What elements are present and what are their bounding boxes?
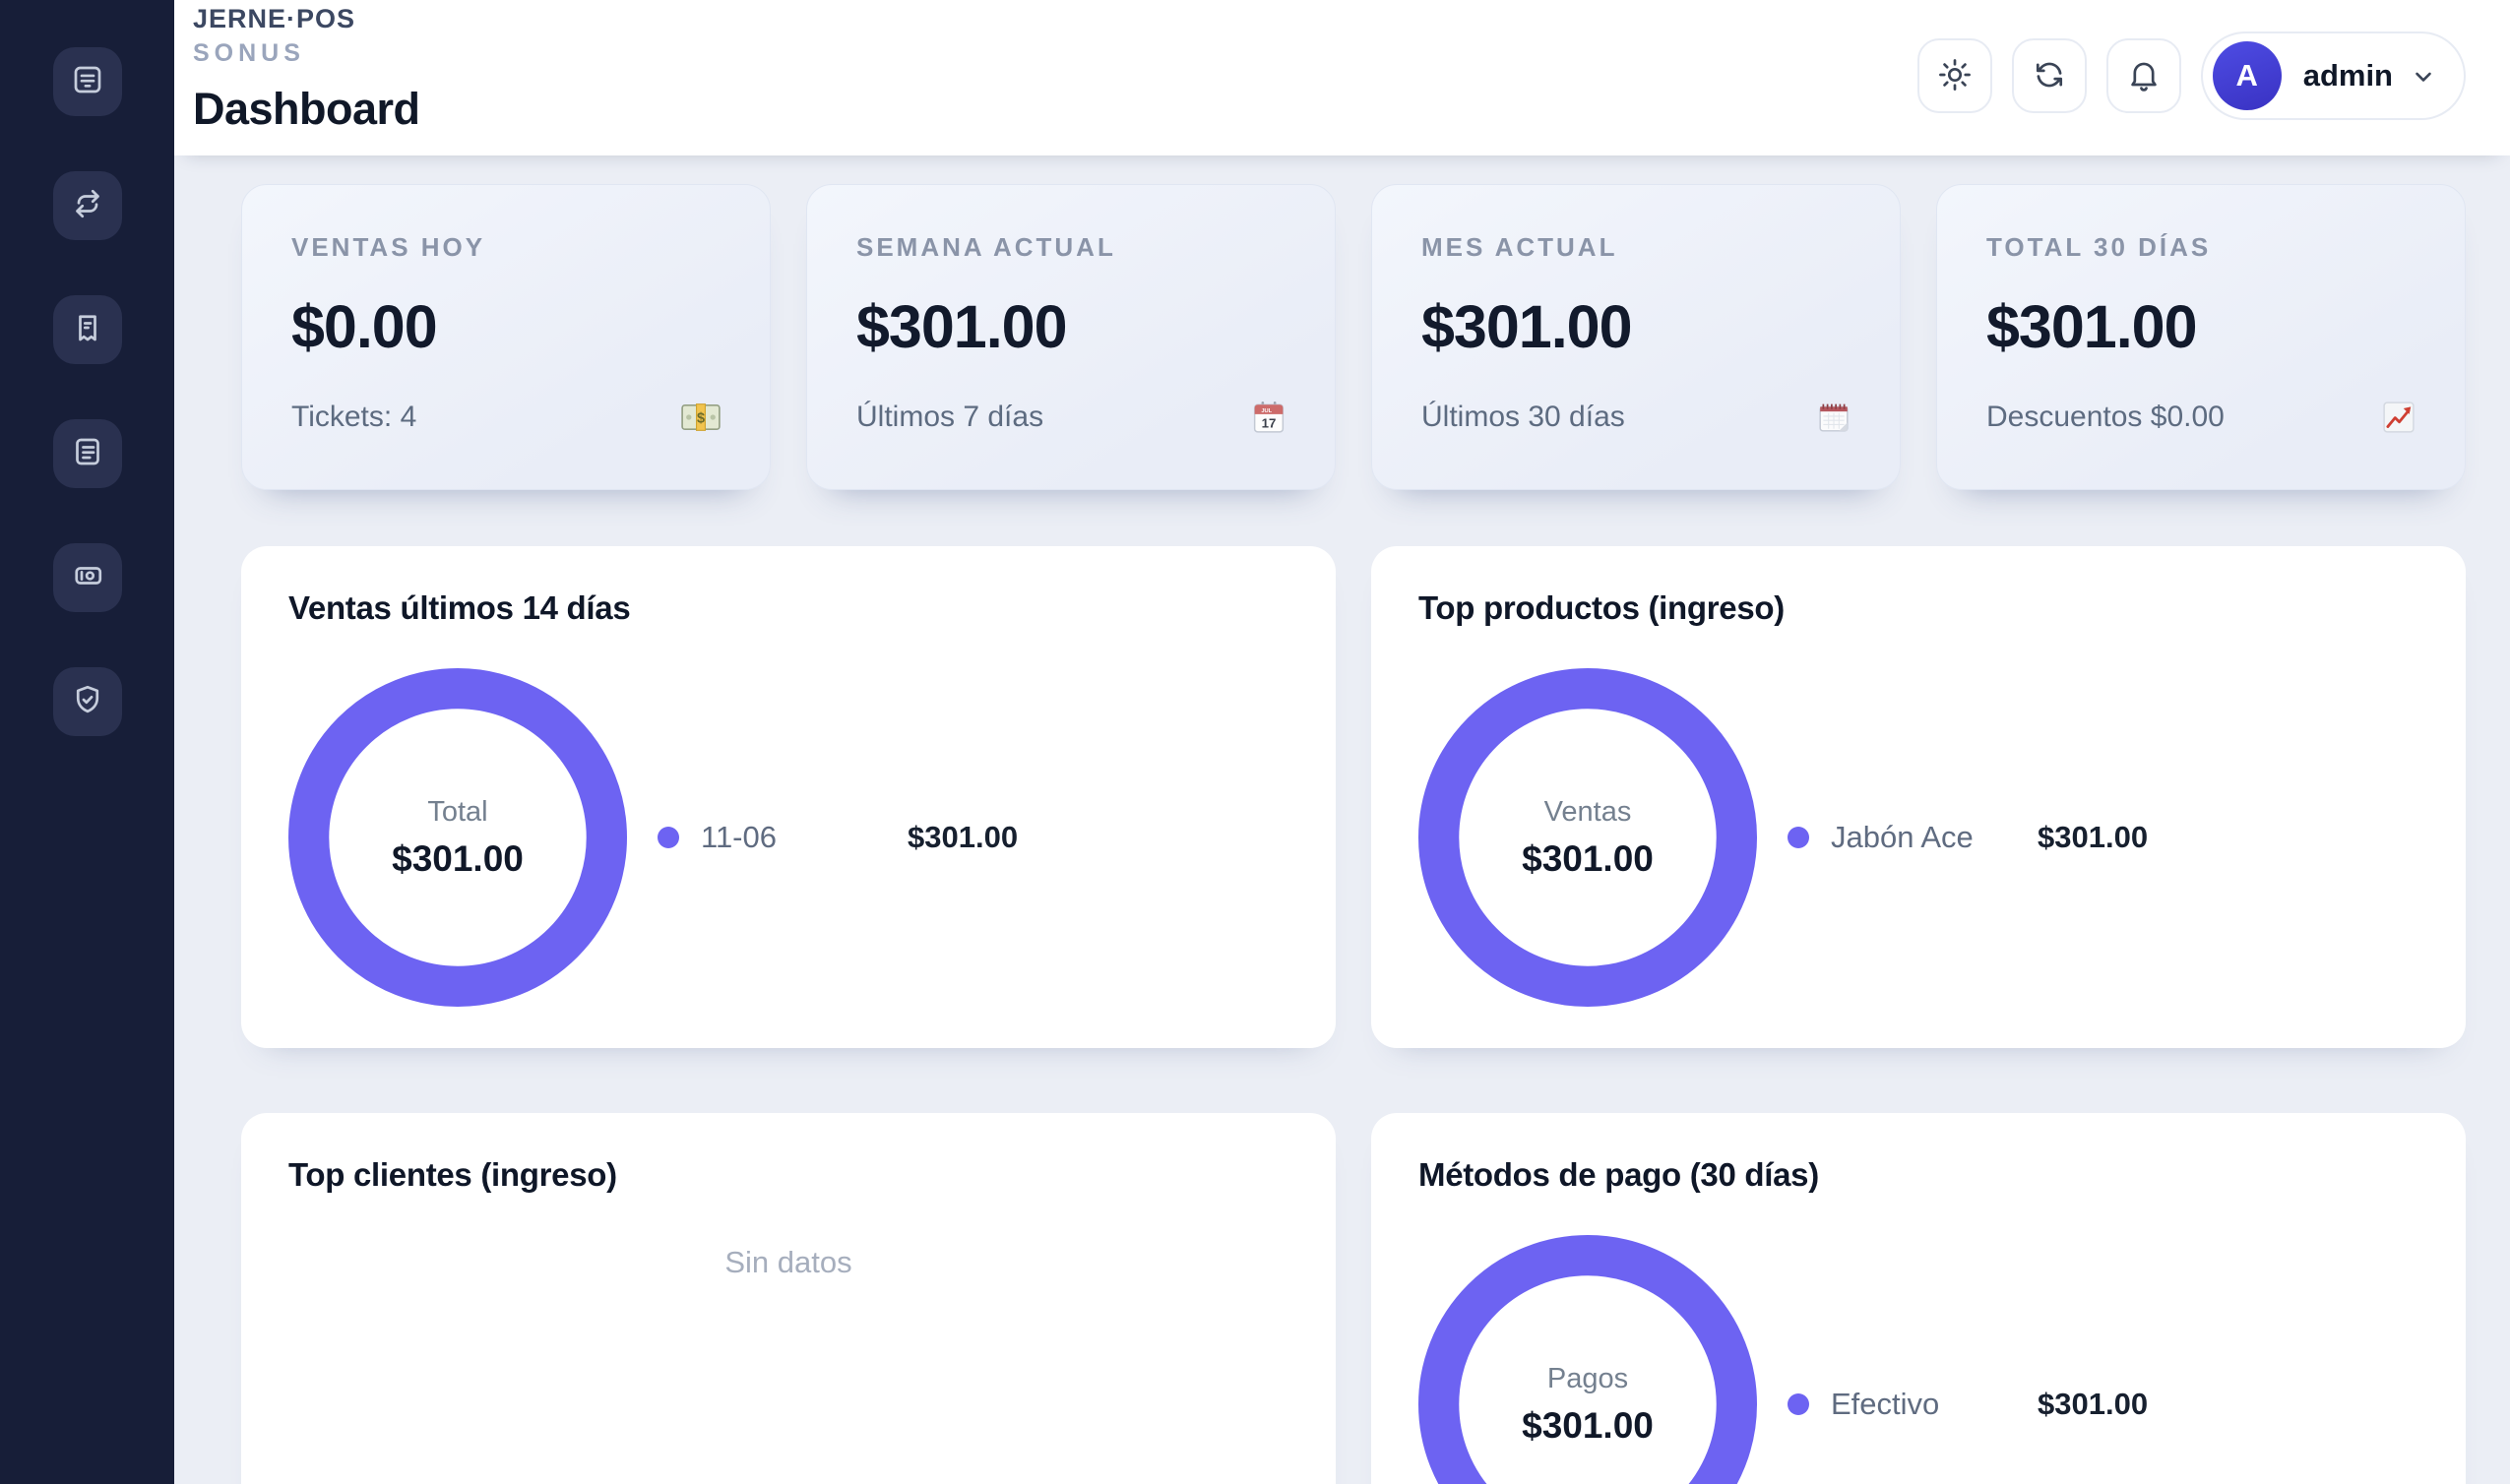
legend-label: Efectivo [1831,1387,1940,1421]
legend-value: $301.00 [2038,1387,2149,1421]
legend-item: Efectivo $301.00 [1788,1387,2148,1422]
donut-center-value: $301.00 [1522,837,1654,879]
brand-subtitle: SONUS [193,39,305,67]
stat-value: $301.00 [1986,293,2198,360]
svg-text:JUL: JUL [1261,408,1272,414]
notifications-button[interactable] [2105,38,2181,113]
chart-card-top-productos: Top productos (ingreso) Ventas $301.00 J… [1371,546,2466,1048]
legend-label: Jabón Ace [1831,820,1974,854]
donut-chart-productos: Ventas $301.00 [1418,668,1757,1007]
legend-value: $301.00 [2038,820,2149,854]
user-menu[interactable]: A admin [2200,31,2466,120]
swap-arrows-icon [70,186,105,226]
legend-dot [658,827,679,848]
svg-text:$: $ [697,411,705,427]
sidebar-item-security[interactable] [52,667,122,736]
avatar: A [2212,41,2282,110]
legend-dot [1788,827,1809,848]
legend-item: 11-06 $301.00 [658,820,1018,855]
header: JERNE·POS SONUS Dashboard A [174,0,2510,155]
chart-title: Top clientes (ingreso) [288,1156,617,1193]
chart-card-top-clientes: Top clientes (ingreso) Sin datos [241,1113,1336,1484]
stat-note: Últimos 30 días [1421,401,1625,433]
chevron-down-icon [2393,58,2436,94]
stat-card-ventas-hoy: VENTAS HOY $0.00 Tickets: 4 $ [241,184,771,490]
sidebar-item-reports[interactable] [52,419,122,488]
chart-title: Ventas últimos 14 días [288,589,631,626]
empty-state-text: Sin datos [724,1245,852,1279]
legend-item: Jabón Ace $301.00 [1788,820,2148,855]
donut-center-label: Pagos [1546,1362,1629,1394]
user-name: admin [2302,58,2393,93]
banknote-icon [70,558,105,598]
sidebar-item-cash[interactable] [52,543,122,612]
sidebar-item-transactions[interactable] [52,171,122,240]
stat-value: $0.00 [291,293,438,360]
money-emoji-icon: $ [681,403,721,431]
sidebar-item-register[interactable] [52,47,122,116]
page-title: Dashboard [193,84,420,134]
chart-card-metodos-pago: Métodos de pago (30 días) Pagos $301.00 … [1371,1113,2466,1484]
stat-note: Descuentos $0.00 [1986,401,2225,433]
legend-label: 11-06 [701,820,777,854]
stat-card-semana-actual: SEMANA ACTUAL $301.00 Últimos 7 días JUL… [806,184,1336,490]
stat-label: TOTAL 30 DÍAS [1986,232,2212,262]
dashboard-content: VENTAS HOY $0.00 Tickets: 4 $ SEMANA ACT… [174,155,2510,1484]
donut-center-label: Ventas [1543,795,1632,828]
shield-check-icon [70,682,105,722]
stat-note: Últimos 7 días [856,401,1044,433]
donut-chart-pagos: Pagos $301.00 [1418,1235,1757,1484]
sun-icon [1936,56,1974,96]
stat-card-total-30-dias: TOTAL 30 DÍAS $301.00 Descuentos $0.00 [1936,184,2466,490]
stat-note: Tickets: 4 [291,401,417,433]
stat-card-mes-actual: MES ACTUAL $301.00 Últimos 30 días [1371,184,1901,490]
donut-center-value: $301.00 [1522,1404,1654,1446]
donut-center-label: Total [427,795,488,828]
sync-button[interactable] [2011,38,2087,113]
chart-increasing-emoji-icon [2382,401,2416,434]
legend-dot [1788,1393,1809,1415]
spiral-calendar-emoji-icon [1817,401,1851,434]
svg-text:17: 17 [1262,416,1277,431]
sync-icon [2031,56,2068,96]
donut-chart-ventas: Total $301.00 [288,668,627,1007]
stat-value: $301.00 [856,293,1068,360]
brand-name: JERNE·POS [193,4,356,33]
document-lines-icon [70,434,105,474]
stat-label: SEMANA ACTUAL [856,232,1116,262]
stat-label: MES ACTUAL [1421,232,1618,262]
list-panel-icon [70,62,105,102]
donut-center-value: $301.00 [392,837,524,879]
theme-toggle-button[interactable] [1916,38,1992,113]
stat-value: $301.00 [1421,293,1633,360]
calendar-emoji-icon: JUL 17 [1252,401,1286,434]
stat-label: VENTAS HOY [291,232,486,262]
chart-card-ventas-14-dias: Ventas últimos 14 días Total $301.00 11-… [241,546,1336,1048]
bookmark-receipt-icon [70,310,105,350]
sidebar [0,0,174,1484]
sidebar-item-tickets[interactable] [52,295,122,364]
chart-title: Métodos de pago (30 días) [1418,1156,1819,1193]
bell-icon [2125,56,2163,96]
chart-title: Top productos (ingreso) [1418,589,1785,626]
legend-value: $301.00 [908,820,1019,854]
